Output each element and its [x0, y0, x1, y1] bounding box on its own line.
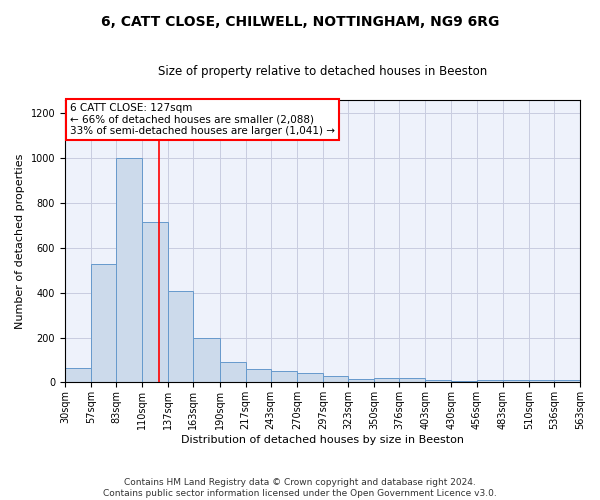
- Bar: [245, 369, 271, 382]
- Y-axis label: Number of detached properties: Number of detached properties: [15, 154, 25, 329]
- Bar: [169, 290, 193, 382]
- Bar: [297, 374, 323, 382]
- Bar: [193, 338, 220, 382]
- Bar: [116, 158, 142, 382]
- Title: Size of property relative to detached houses in Beeston: Size of property relative to detached ho…: [158, 65, 487, 78]
- Bar: [65, 368, 91, 382]
- Bar: [399, 378, 425, 382]
- Bar: [220, 362, 245, 382]
- Text: 6 CATT CLOSE: 127sqm
← 66% of detached houses are smaller (2,088)
33% of semi-de: 6 CATT CLOSE: 127sqm ← 66% of detached h…: [70, 103, 335, 136]
- Bar: [503, 380, 529, 382]
- Text: 6, CATT CLOSE, CHILWELL, NOTTINGHAM, NG9 6RG: 6, CATT CLOSE, CHILWELL, NOTTINGHAM, NG9…: [101, 15, 499, 29]
- Bar: [142, 222, 169, 382]
- Bar: [425, 380, 451, 382]
- Text: Contains HM Land Registry data © Crown copyright and database right 2024.
Contai: Contains HM Land Registry data © Crown c…: [103, 478, 497, 498]
- Bar: [91, 264, 116, 382]
- Bar: [374, 378, 399, 382]
- Bar: [529, 380, 554, 382]
- Bar: [271, 371, 297, 382]
- Bar: [476, 380, 503, 382]
- Bar: [348, 379, 374, 382]
- X-axis label: Distribution of detached houses by size in Beeston: Distribution of detached houses by size …: [181, 435, 464, 445]
- Bar: [323, 376, 348, 382]
- Bar: [554, 380, 580, 382]
